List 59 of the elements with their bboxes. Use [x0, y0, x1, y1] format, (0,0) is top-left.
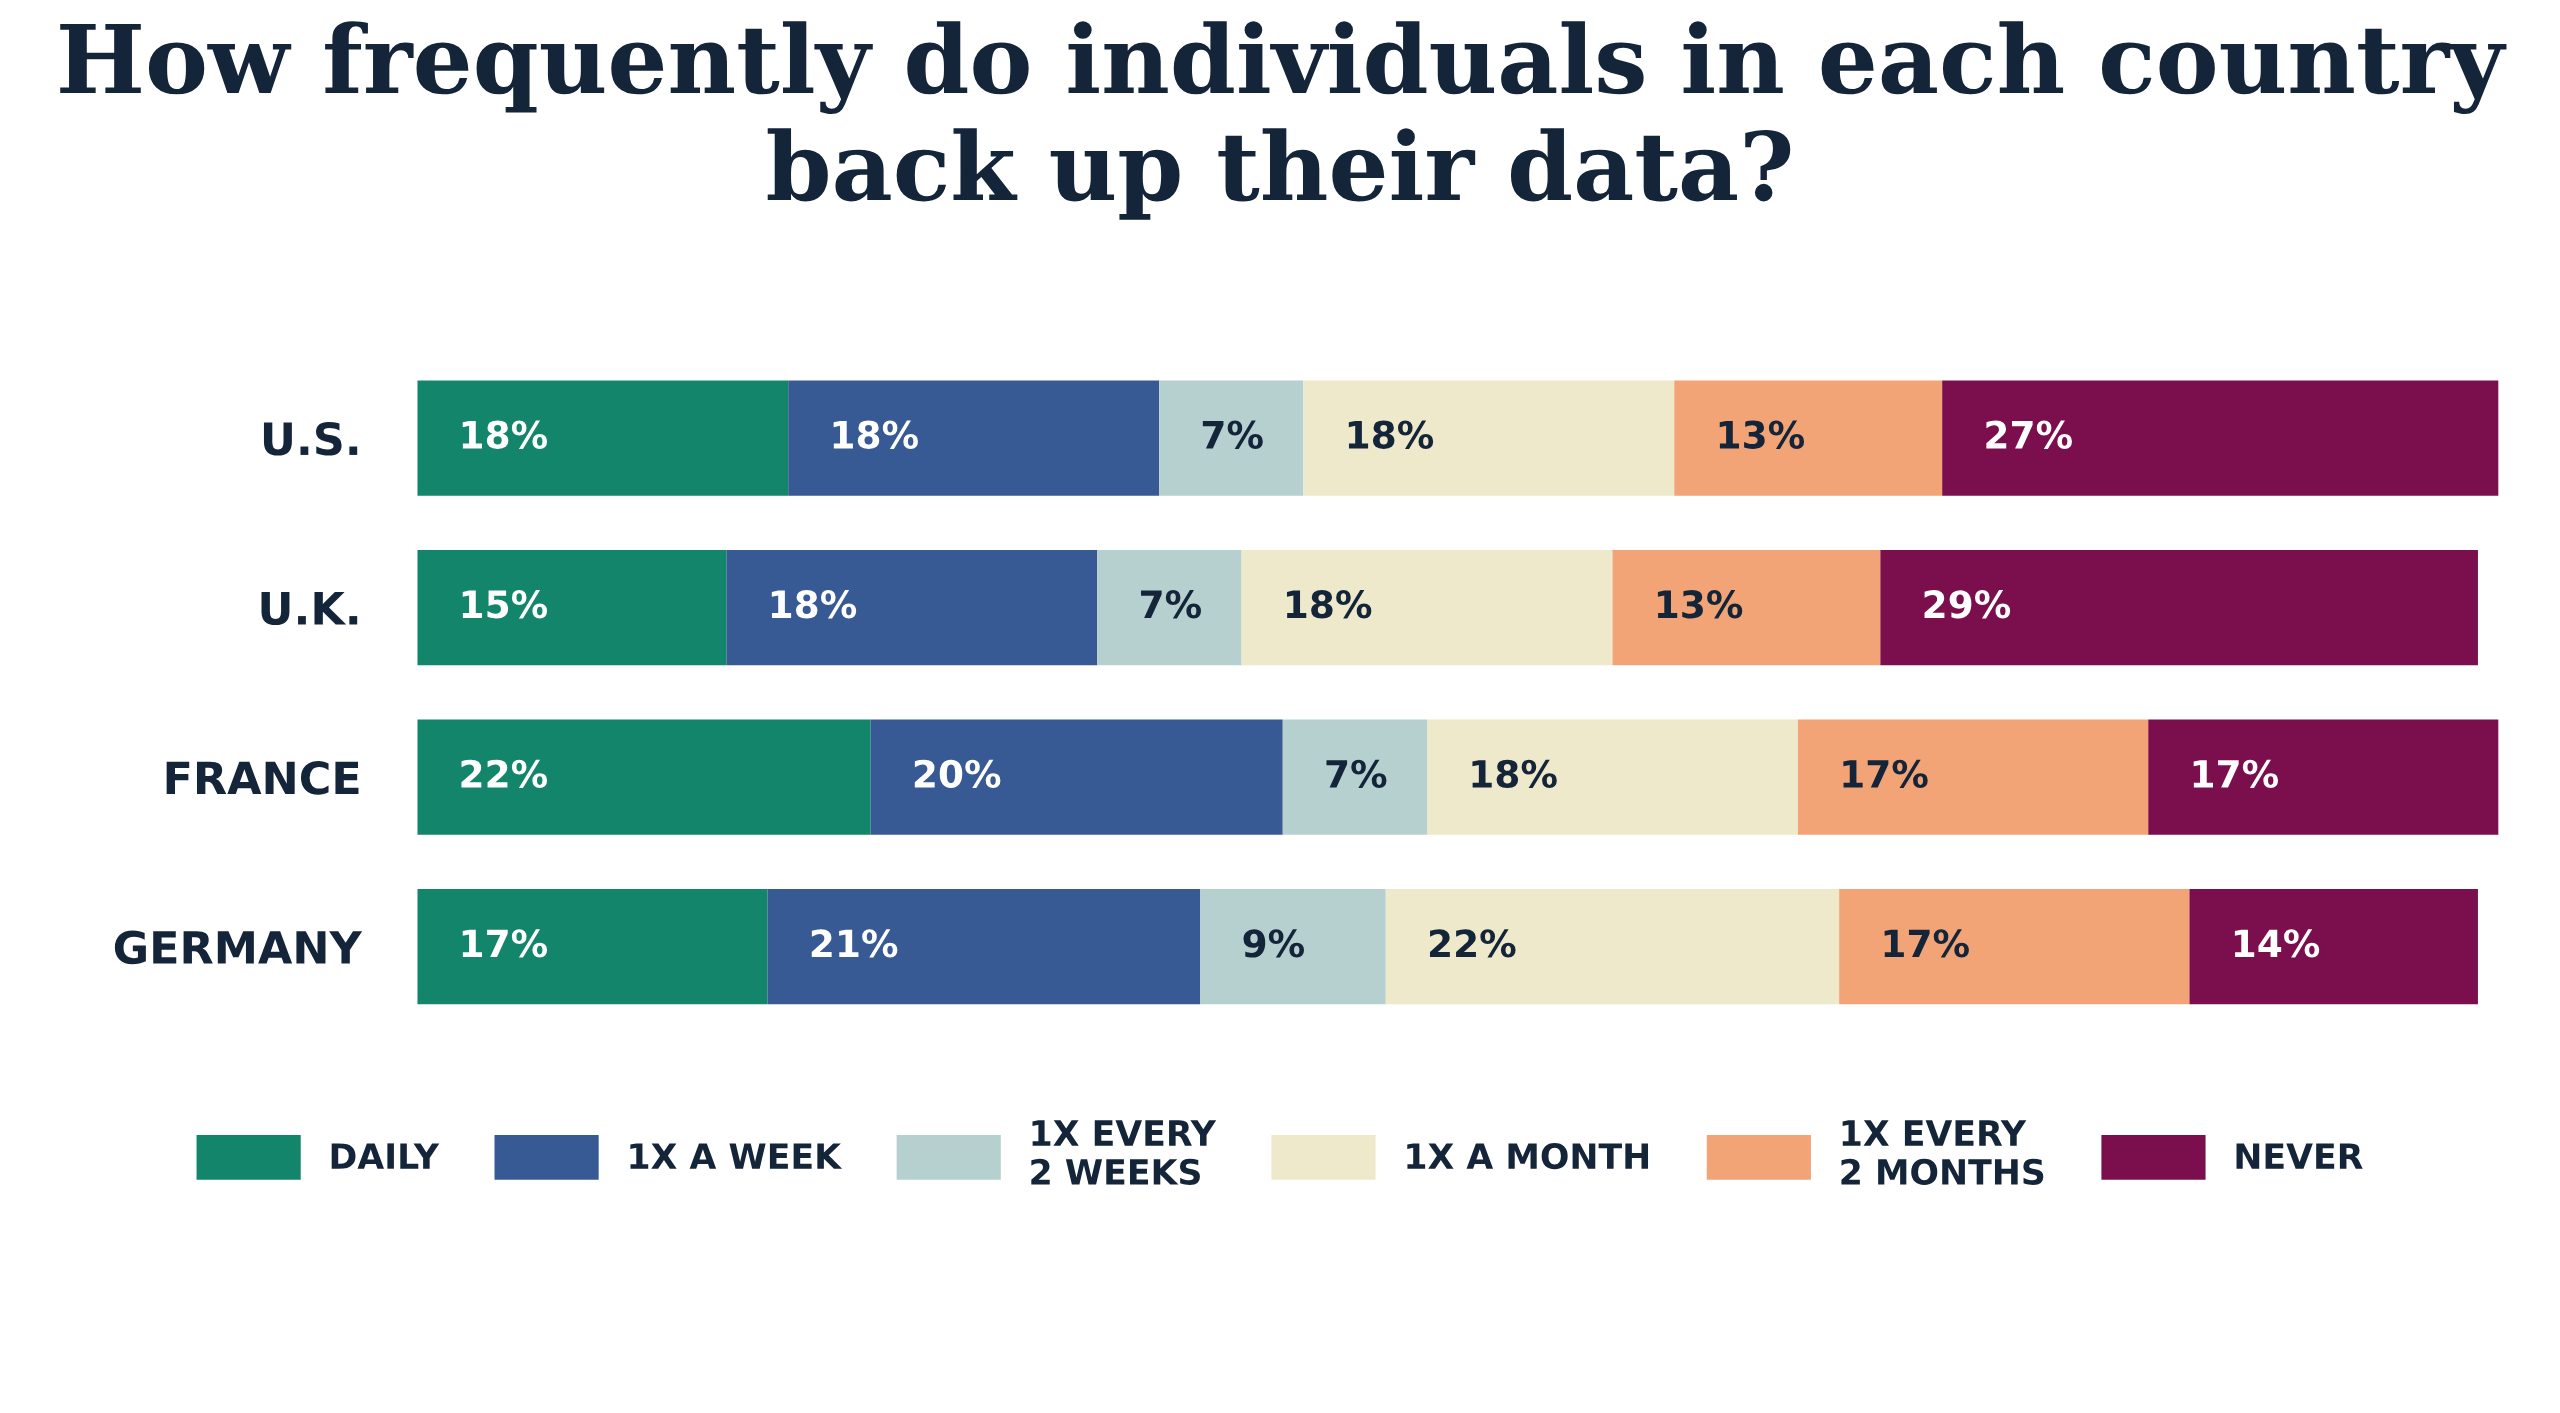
legend-label: DAILY [331, 1143, 440, 1169]
data-label: 13% [1719, 420, 1805, 449]
legend-label: 1X A WEEK [630, 1143, 843, 1169]
data-label: 22% [1429, 929, 1516, 958]
data-label: 18% [1472, 759, 1557, 789]
legend-label: 1X EVERY 2 WEEKS [1031, 1120, 1217, 1186]
bar [1942, 380, 2499, 496]
data-label: 18% [1348, 420, 1434, 449]
bar [1797, 719, 2149, 835]
data-label: 17% [1843, 759, 1928, 789]
bar [1159, 380, 1304, 496]
bar [1200, 889, 1386, 1005]
bar [1282, 719, 1428, 835]
bar [870, 719, 1283, 835]
data-label: 15% [462, 590, 548, 619]
data-label: 17% [462, 929, 548, 958]
data-label: 21% [811, 929, 898, 958]
data-label: 17% [2193, 759, 2279, 789]
data-label: 18% [462, 420, 548, 449]
y-tick-label: U.K. [261, 592, 358, 626]
bar [1880, 549, 2478, 666]
chart-title: How frequently do individuals in each country back up their data? [60, 21, 2507, 220]
bar [1241, 549, 1613, 666]
bar [1839, 889, 2190, 1005]
data-label: 22% [461, 759, 548, 789]
legend-label: 1X A MONTH [1407, 1142, 1649, 1170]
y-tick-label: FRANCE [166, 761, 359, 795]
bar [417, 889, 768, 1005]
bar [2148, 719, 2499, 835]
bar [726, 549, 1098, 666]
data-label: 27% [1986, 420, 2072, 449]
bar [417, 719, 871, 835]
bar [1303, 380, 1675, 496]
data-label: 18% [833, 420, 918, 449]
data-label: 20% [914, 759, 1001, 789]
data-label: 7% [1141, 590, 1201, 619]
bar [1427, 719, 1798, 835]
legend-label: 1X EVERY 2 MONTHS [1841, 1120, 2044, 1186]
data-label: 7% [1326, 759, 1387, 789]
bar [2189, 889, 2478, 1005]
data-label: 7% [1202, 420, 1263, 449]
bar [1097, 549, 1242, 666]
data-label: 13% [1657, 590, 1743, 619]
bar [1385, 889, 1840, 1005]
data-label: 18% [771, 590, 857, 619]
bar [1674, 380, 1943, 496]
legend-label: NEVER [2236, 1143, 2363, 1169]
data-label: 14% [2234, 929, 2320, 958]
bar [417, 549, 727, 666]
bar [788, 380, 1160, 496]
bar [767, 889, 1201, 1005]
bar [417, 380, 789, 496]
data-label: 29% [1924, 590, 2011, 619]
data-label: 17% [1884, 929, 1969, 958]
bar [1612, 549, 1881, 666]
data-label: 9% [1243, 929, 1305, 958]
y-tick-label: GERMANY [114, 930, 363, 965]
y-tick-label: U.S. [263, 421, 358, 456]
data-label: 18% [1286, 590, 1372, 619]
